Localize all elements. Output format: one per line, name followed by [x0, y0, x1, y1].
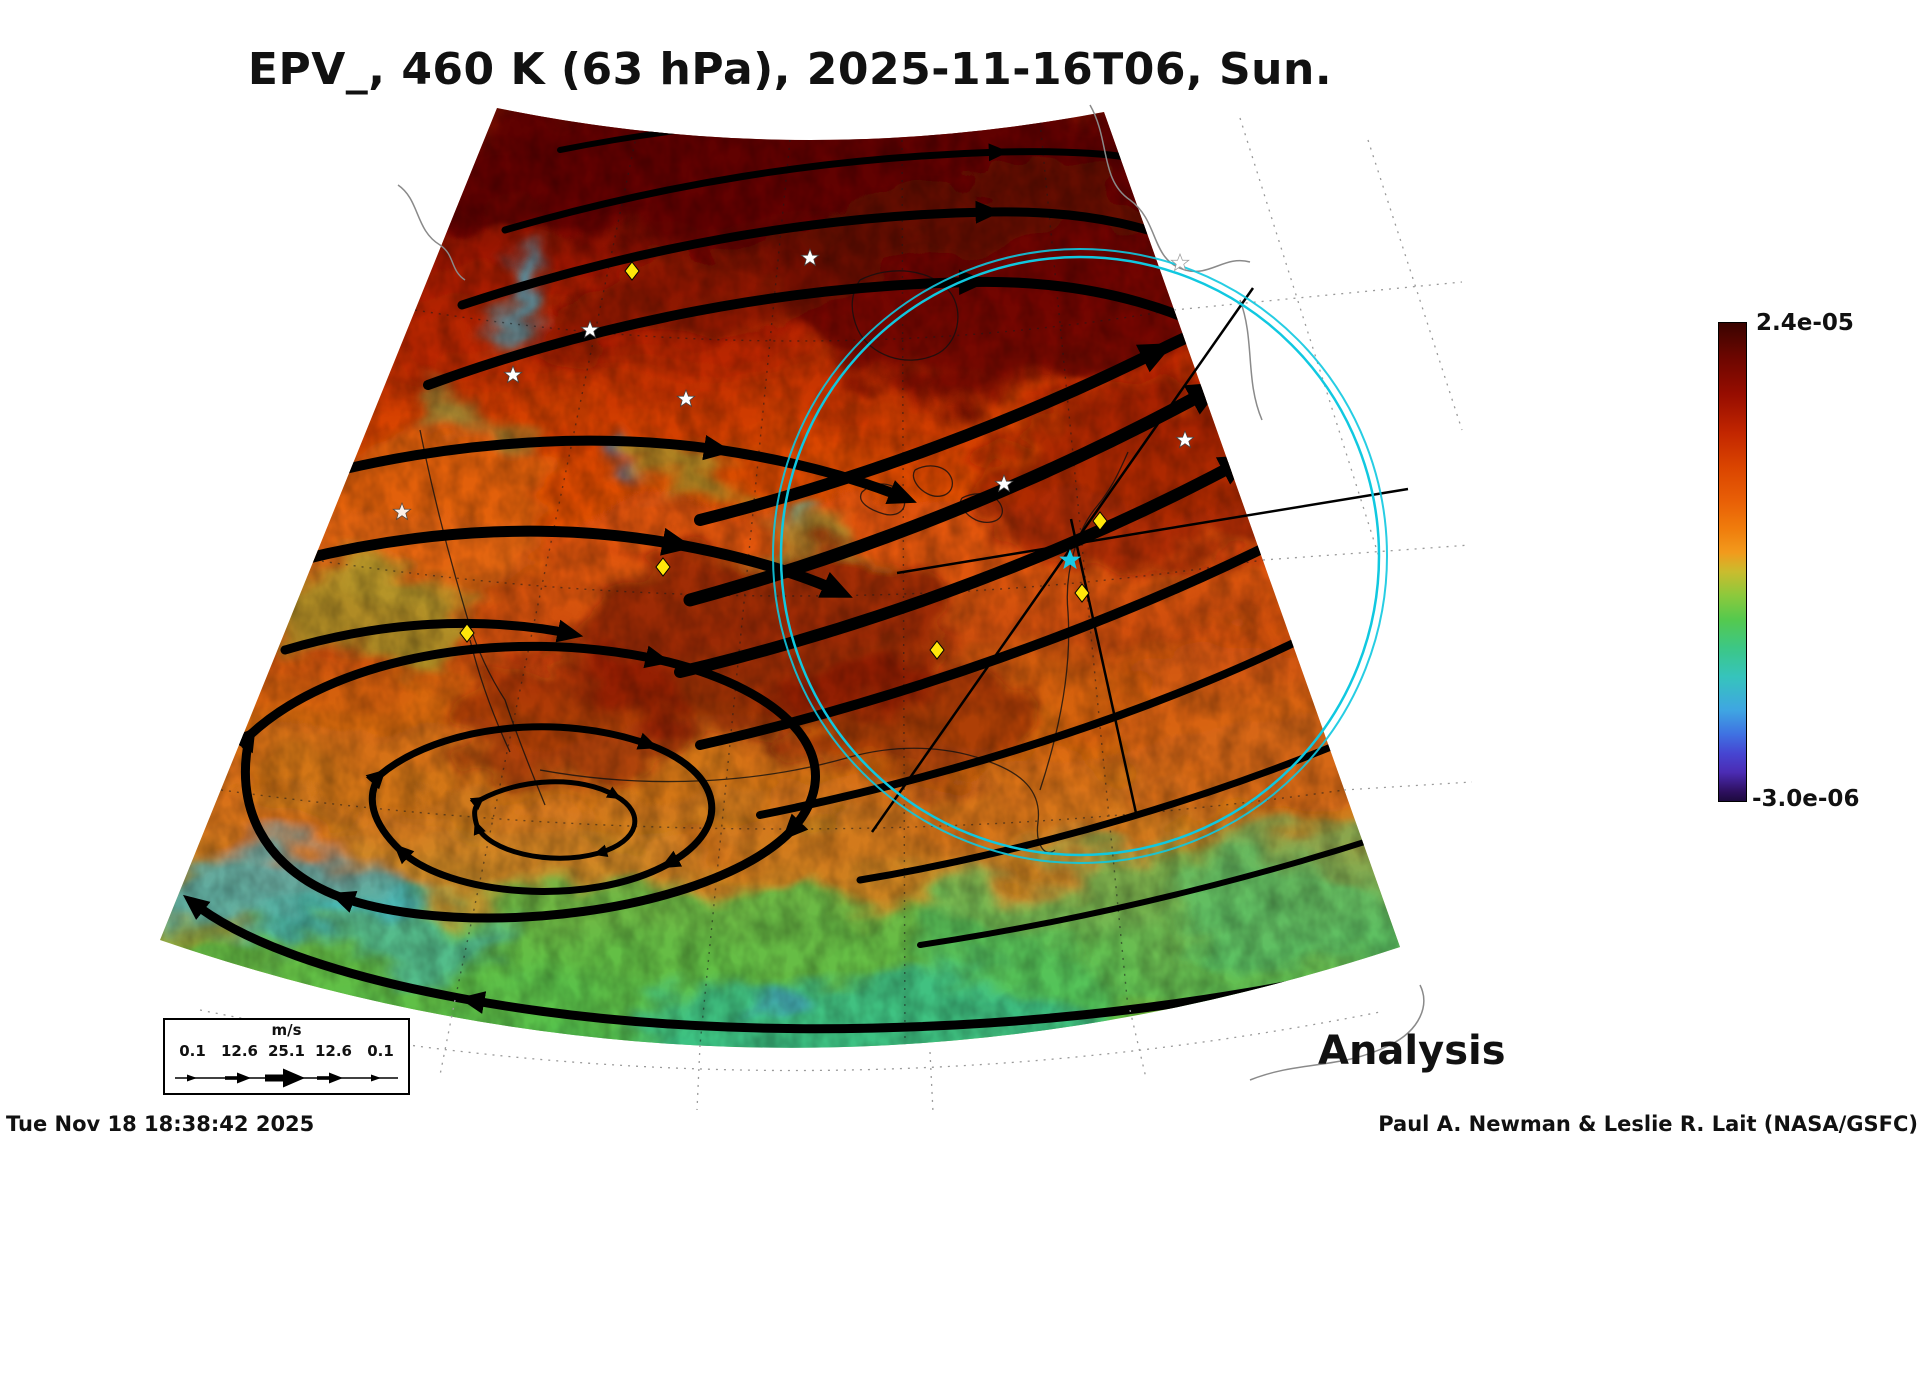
colorbar-min-label: -3.0e-06 [1752, 786, 1860, 812]
colorbar [1718, 322, 1747, 802]
wind-legend: m/s 0.1 12.6 25.1 12.6 0.1 [163, 1018, 410, 1095]
credit-line: Paul A. Newman & Leslie R. Lait (NASA/GS… [1378, 1112, 1918, 1136]
transect-lines [870, 287, 1409, 833]
wind-legend-value: 12.6 [220, 1041, 258, 1060]
analysis-label: Analysis [1318, 1028, 1506, 1074]
generation-timestamp: Tue Nov 18 18:38:42 2025 [6, 1112, 315, 1136]
wind-legend-value: 25.1 [267, 1041, 305, 1060]
wind-legend-value: 0.1 [367, 1041, 394, 1060]
graticule-inner [220, 117, 1345, 1048]
wind-legend-arrows [175, 1068, 398, 1088]
colorbar-max-label: 2.4e-05 [1756, 310, 1854, 336]
coastlines-outer [397, 104, 1425, 1081]
page-title: EPV_, 460 K (63 hPa), 2025-11-16T06, Sun… [247, 44, 1333, 95]
reference-circle [772, 248, 1388, 864]
wind-legend-value: 0.1 [179, 1041, 206, 1060]
wind-legend-units: m/s [271, 1021, 302, 1039]
wind-streamlines [182, 108, 1400, 1048]
wind-legend-value: 12.6 [314, 1041, 352, 1060]
wind-legend-values: 0.1 12.6 25.1 12.6 0.1 [169, 1041, 404, 1060]
